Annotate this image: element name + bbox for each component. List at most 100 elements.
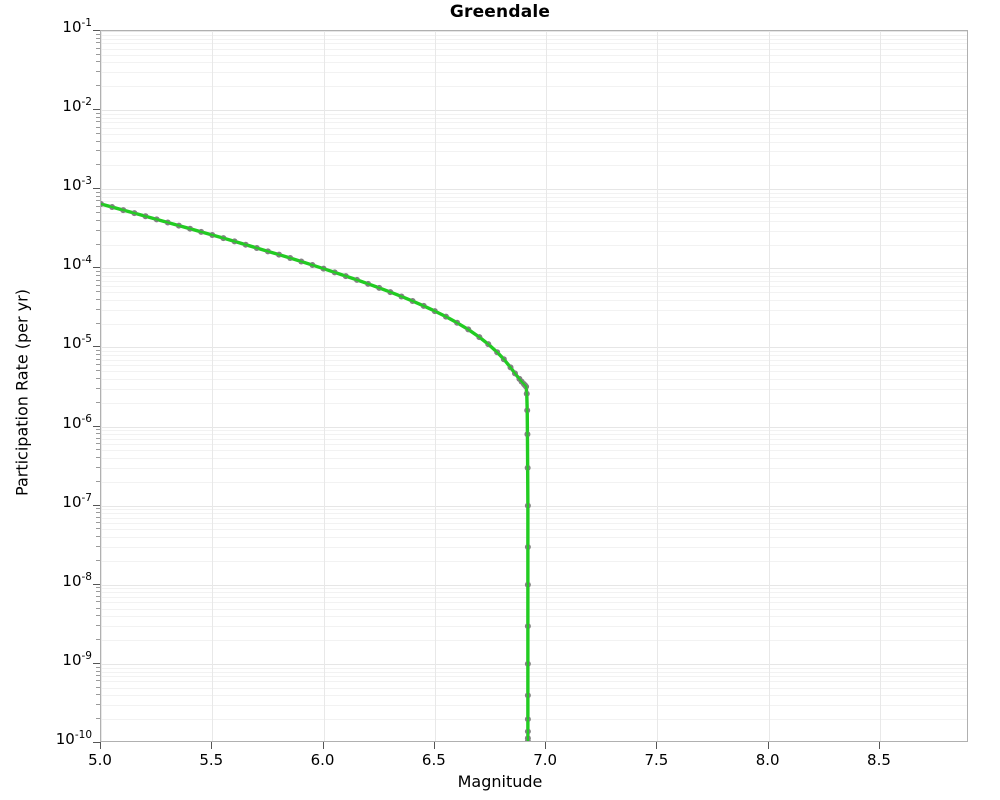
y-axis-tick-mark-minor: [96, 522, 100, 524]
x-axis-tick-label: 7.5: [644, 751, 669, 769]
y-axis-tick-label: 10-10: [55, 729, 92, 748]
gridline-minor-y: [101, 640, 967, 642]
y-axis-tick-mark-minor: [96, 150, 100, 152]
y-axis-tick-mark-minor: [96, 322, 100, 324]
gridline-minor-y: [101, 359, 967, 361]
y-axis-tick-mark: [93, 346, 100, 348]
y-axis-tick-mark-minor: [96, 298, 100, 300]
y-axis-tick-mark-minor: [96, 591, 100, 593]
y-axis-tick-label: 10-9: [62, 649, 92, 669]
x-axis-tick-mark: [767, 742, 769, 749]
gridline-minor-y: [101, 151, 967, 153]
gridline-minor-y: [101, 38, 967, 40]
gridline-major-y: [101, 268, 967, 270]
gridline-minor-y: [101, 364, 967, 366]
gridline-major-x: [768, 31, 770, 741]
y-axis-tick-mark-minor: [96, 377, 100, 379]
gridline-minor-y: [101, 378, 967, 380]
gridline-minor-y: [101, 117, 967, 119]
y-axis-tick-mark-minor: [96, 112, 100, 114]
y-axis-tick-mark-minor: [96, 212, 100, 214]
series-line-greendale: [101, 202, 530, 741]
gridline-minor-y: [101, 547, 967, 549]
y-axis-tick-mark-minor: [96, 61, 100, 63]
gridline-minor-y: [101, 509, 967, 511]
y-axis-tick-label: 10-5: [62, 333, 92, 353]
y-axis-tick-mark: [93, 30, 100, 31]
gridline-minor-y: [101, 192, 967, 194]
y-axis-tick-mark-minor: [96, 596, 100, 598]
gridline-minor-y: [101, 275, 967, 277]
gridline-minor-y: [101, 626, 967, 628]
y-axis-tick-mark-minor: [96, 625, 100, 627]
y-axis-tick-mark-minor: [96, 358, 100, 360]
y-axis-tick-label: 10-6: [62, 412, 92, 432]
y-axis-tick-mark-minor: [96, 670, 100, 672]
gridline-minor-y: [101, 687, 967, 689]
x-axis-tick-mark: [878, 742, 880, 749]
x-axis-tick-label: 5.5: [199, 751, 224, 769]
y-axis-tick-mark-minor: [96, 284, 100, 286]
gridline-major-x: [323, 31, 325, 741]
gridline-minor-y: [101, 517, 967, 519]
gridline-minor-y: [101, 34, 967, 36]
y-axis-tick-mark-minor: [96, 370, 100, 372]
gridline-minor-y: [101, 371, 967, 373]
gridline-major-y: [101, 347, 967, 349]
gridline-minor-y: [101, 671, 967, 673]
gridline-minor-y: [101, 280, 967, 282]
data-series-layer: [101, 201, 531, 741]
gridline-major-y: [101, 505, 967, 507]
y-axis-tick-mark-minor: [96, 387, 100, 389]
x-axis-title: Magnitude: [457, 772, 543, 791]
gridline-major-y: [101, 426, 967, 428]
gridline-minor-y: [101, 592, 967, 594]
y-axis-tick-mark-minor: [96, 243, 100, 245]
y-axis-tick-mark-minor: [96, 71, 100, 73]
x-axis-tick-label: 6.0: [310, 751, 335, 769]
y-axis-tick-mark-minor: [96, 47, 100, 49]
y-axis-tick-label: 10-4: [62, 254, 92, 274]
y-axis-tick-mark-minor: [96, 205, 100, 207]
gridline-minor-y: [101, 355, 967, 357]
y-axis-tick-mark-minor: [96, 639, 100, 641]
gridline-minor-y: [101, 309, 967, 311]
y-axis-tick-mark-minor: [96, 601, 100, 603]
gridline-minor-y: [101, 597, 967, 599]
y-axis-tick-mark-minor: [96, 508, 100, 510]
gridline-major-x: [657, 31, 659, 741]
gridline-major-x: [879, 31, 881, 741]
gridline-minor-y: [101, 213, 967, 215]
y-axis-tick-mark-minor: [96, 53, 100, 55]
x-axis-tick-mark: [433, 742, 435, 749]
y-axis-tick-labels: 10-1 10-2 10-3 10-4 10-5 10-6 10-7 10-8 10-9 10-1…: [0, 0, 92, 800]
y-axis-tick-mark-minor: [96, 480, 100, 482]
y-axis-tick-mark-minor: [96, 528, 100, 530]
y-axis-tick-mark-minor: [96, 200, 100, 202]
x-axis-tick-mark: [545, 742, 547, 749]
x-axis-tick-label: 8.0: [755, 751, 780, 769]
y-axis-tick-label: 10-2: [62, 96, 92, 116]
y-axis-tick-mark-minor: [96, 42, 100, 44]
gridline-minor-y: [101, 220, 967, 222]
gridline-minor-y: [101, 458, 967, 460]
gridline-minor-y: [101, 388, 967, 390]
y-axis-tick-mark-minor: [96, 85, 100, 87]
y-axis-tick-mark-minor: [96, 116, 100, 118]
gridline-minor-y: [101, 127, 967, 129]
y-axis-tick-mark-minor: [96, 516, 100, 518]
y-axis-tick-label: 10-1: [62, 17, 92, 36]
gridline-minor-y: [101, 43, 967, 45]
gridline-major-y: [101, 110, 967, 112]
gridline-minor-y: [101, 667, 967, 669]
gridline-minor-y: [101, 230, 967, 232]
series-markers-greendale: [101, 201, 531, 741]
y-axis-tick-mark-minor: [96, 607, 100, 609]
y-axis-tick-mark: [93, 188, 100, 190]
y-axis-tick-mark-minor: [96, 686, 100, 688]
gridline-minor-y: [101, 608, 967, 610]
y-axis-tick-mark-minor: [96, 546, 100, 548]
y-axis-tick-mark: [93, 109, 100, 111]
y-axis-tick-mark-minor: [96, 354, 100, 356]
